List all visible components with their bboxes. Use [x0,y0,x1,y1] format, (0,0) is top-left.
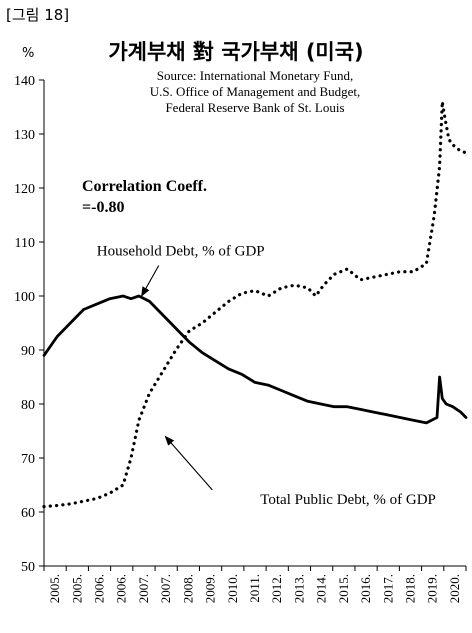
x-tick-label: 2013. [291,574,306,603]
y-axis-unit: % [22,46,35,61]
y-tick-label: 70 [21,452,35,467]
public-debt-arrow [164,435,213,491]
y-tick-label: 120 [14,182,35,197]
x-tick-label: 2016. [358,574,373,603]
correlation-value: =-0.80 [82,199,125,216]
source-line: Source: International Monetary Fund, [156,68,354,83]
x-tick-label: 2007. [158,574,173,603]
x-tick-label: 2005. [69,574,84,603]
source-line: U.S. Office of Management and Budget, [149,84,361,99]
x-tick-label: 2008. [180,574,195,603]
x-tick-label: 2015. [336,574,351,603]
x-tick-label: 2011. [247,574,262,603]
y-tick-label: 100 [14,290,35,305]
source-note: Source: International Monetary Fund, U.S… [90,68,420,116]
correlation-note: Correlation Coeff. =-0.80 [82,176,207,218]
x-tick-label: 2012. [269,574,284,603]
household-debt-arrow [141,265,160,297]
figure-label: [그림 18] [6,6,70,24]
correlation-label: Correlation Coeff. [82,178,207,195]
public-debt-label: Total Public Debt, % of GDP [260,492,436,508]
x-tick-label: 2018. [402,574,417,603]
x-tick-label: 2019. [425,574,440,603]
y-tick-label: 60 [21,506,35,521]
household-debt-line [42,294,468,425]
x-tick-label: 2017. [380,574,395,603]
source-line: Federal Reserve Bank of St. Louis [165,100,345,115]
x-tick-label: 2010. [225,574,240,603]
y-tick-label: 140 [14,74,35,89]
x-tick-label: 2009. [203,574,218,603]
y-tick-label: 110 [15,236,35,251]
x-tick-label: 2005. [47,574,62,603]
y-tick-label: 80 [21,398,35,413]
public-debt-line [42,99,468,509]
household-debt-label: Household Debt, % of GDP [97,244,265,260]
y-tick-label: 50 [21,560,35,575]
x-tick-label: 2006. [92,574,107,603]
x-tick-label: 2006. [114,574,129,603]
chart-title: 가계부채 對 국가부채 (미국) [108,40,364,64]
x-tick-label: 2020. [447,574,462,603]
y-tick-label: 130 [14,128,35,143]
y-tick-label: 90 [21,344,35,359]
x-tick-label: 2007. [136,574,151,603]
x-tick-label: 2014. [314,574,329,603]
